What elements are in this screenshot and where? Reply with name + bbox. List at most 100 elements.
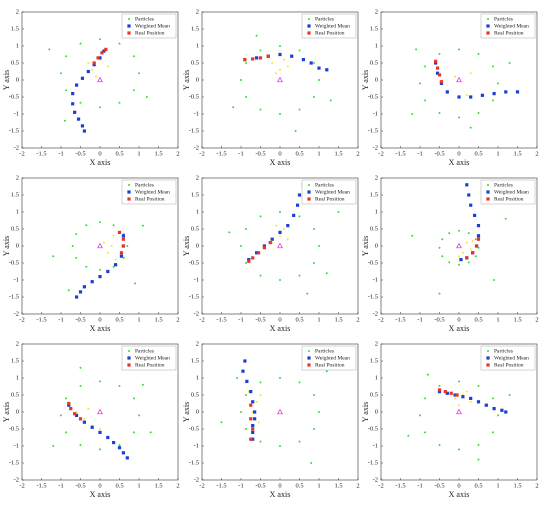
y-axis-label: Y axis: [2, 236, 11, 256]
y-tick-label: -1: [194, 276, 199, 283]
particle: [458, 255, 460, 258]
position-marker: [243, 58, 247, 62]
particle: [118, 384, 121, 387]
y-axis-label: Y axis: [182, 70, 191, 90]
position-marker: [73, 110, 77, 114]
particle: [99, 380, 101, 383]
position-marker: [92, 61, 96, 65]
particle: [112, 224, 115, 227]
y-tick-label: 1.5: [11, 191, 19, 198]
subplot: -2 -1.5 -1 -0.5 0 0.5 1 1.5 2 -2 -1.5 -1 -0.5 0 0.5 1 1.…: [182, 8, 360, 166]
position-marker: [504, 90, 508, 94]
x-tick-label: 0.5: [295, 316, 303, 323]
x-tick-label: 2: [176, 150, 179, 157]
position-marker: [121, 234, 125, 238]
x-tick-label: -2: [19, 482, 24, 489]
y-tick-label: -1.5: [368, 127, 378, 134]
legend-swatch: [486, 197, 490, 201]
legend-box: [121, 345, 177, 371]
subplot: -2 -1.5 -1 -0.5 0 0.5 1 1.5 2 -2 -1.5 -1 -0.5 0 0.5 1 1.…: [182, 174, 360, 332]
particle: [337, 211, 340, 213]
x-tick-label: -1: [58, 150, 63, 157]
legend-swatch: [486, 363, 490, 367]
x-tick-label: -0.5: [75, 482, 85, 489]
legend-label: Weighted Mean: [315, 23, 350, 29]
position-marker: [119, 254, 124, 258]
legend-swatch: [307, 356, 311, 360]
particle: [469, 248, 472, 251]
y-tick-label: 2: [196, 8, 199, 15]
particle: [438, 384, 441, 387]
position-marker: [500, 408, 504, 412]
legend-swatch: [127, 363, 131, 367]
y-tick-label: 0.5: [191, 391, 199, 398]
particle: [411, 113, 414, 115]
y-tick-label: -0.5: [9, 93, 19, 100]
position-marker: [67, 403, 71, 407]
legend-label: Particles: [135, 182, 154, 188]
particle: [448, 261, 451, 264]
particle: [458, 263, 460, 266]
position-marker: [469, 396, 473, 400]
x-tick-label: 2: [356, 316, 359, 323]
y-tick-label: 0: [196, 408, 199, 415]
y-axis-label: Y axis: [2, 402, 11, 422]
particle: [91, 68, 94, 71]
y-tick-label: 2: [375, 8, 378, 15]
subplot: -2 -1.5 -1 -0.5 0 0.5 1 1.5 2 -2 -1.5 -1 -0.5 0 0.5 1 1.…: [2, 174, 180, 332]
origin-marker: [277, 76, 283, 83]
particle: [110, 245, 113, 247]
particle: [424, 397, 427, 400]
legend-label: Weighted Mean: [494, 23, 529, 29]
x-tick-label: -1.5: [216, 316, 226, 323]
x-tick-label: -1: [417, 316, 422, 323]
y-tick-label: -0.5: [189, 93, 199, 100]
particle: [132, 89, 135, 92]
particle: [79, 42, 82, 45]
position-marker: [98, 275, 102, 279]
position-marker: [241, 369, 245, 373]
particle: [454, 75, 457, 78]
x-axis-label: X axis: [449, 324, 470, 333]
particle: [312, 228, 315, 230]
position-marker: [435, 66, 440, 70]
legend-label: Weighted Mean: [494, 355, 529, 361]
position-marker: [251, 57, 255, 61]
particle: [259, 215, 262, 218]
legend-swatch: [307, 24, 311, 28]
x-tick-label: 1: [137, 482, 140, 489]
x-tick-label: 1: [317, 482, 320, 489]
legend-label: Particles: [315, 16, 334, 22]
position-marker: [69, 407, 73, 411]
legend-label: Weighted Mean: [315, 189, 350, 195]
y-tick-label: -0.5: [9, 259, 19, 266]
particle: [458, 380, 460, 383]
x-tick-label: -1: [238, 316, 243, 323]
position-marker: [434, 61, 438, 65]
particle: [438, 292, 441, 295]
y-tick-label: -0.5: [9, 425, 19, 432]
y-tick-label: -1.5: [9, 127, 19, 134]
particle: [415, 48, 418, 51]
particle: [279, 211, 281, 213]
particle: [83, 417, 86, 420]
legend-label: Weighted Mean: [135, 189, 170, 195]
particle: [240, 79, 242, 81]
position-marker: [469, 95, 473, 99]
position-marker: [268, 241, 272, 245]
x-tick-label: 0: [457, 482, 460, 489]
position-marker: [104, 47, 108, 51]
position-marker: [449, 391, 453, 395]
position-marker: [247, 259, 251, 263]
y-tick-label: -0.5: [368, 259, 378, 266]
particle: [118, 101, 121, 104]
particle: [60, 72, 62, 75]
x-tick-label: -1.5: [36, 150, 46, 157]
x-tick-label: -1.5: [216, 482, 226, 489]
particle: [318, 411, 320, 413]
particle: [465, 94, 468, 97]
particle: [438, 52, 441, 55]
position-marker: [92, 63, 96, 67]
position-marker: [117, 446, 122, 450]
particle: [132, 431, 135, 434]
